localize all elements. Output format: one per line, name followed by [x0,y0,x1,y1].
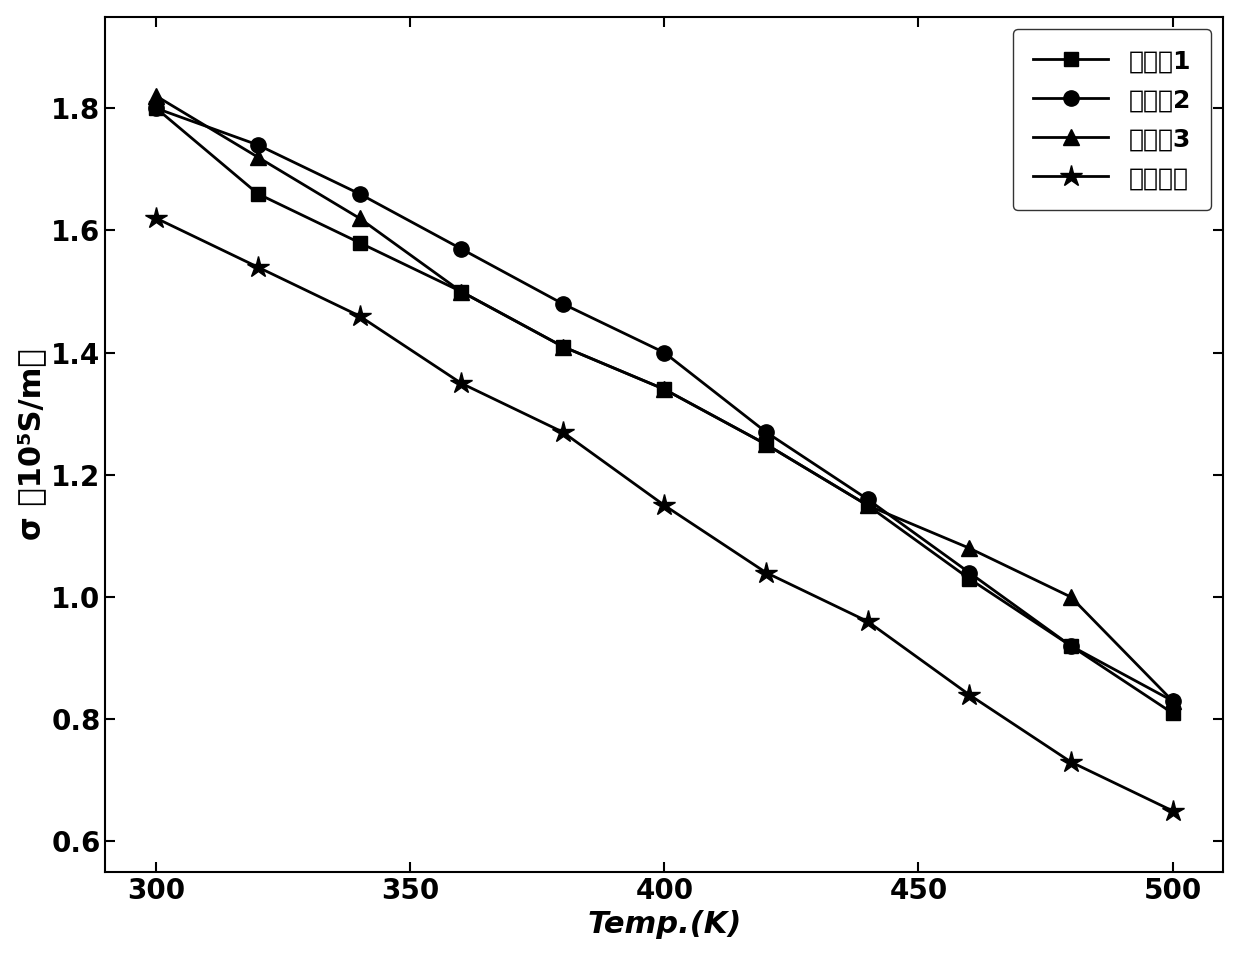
实施例1 [962,573,977,584]
实施例1 [1064,641,1079,652]
实施例1 [149,102,164,114]
对比实例 [861,616,875,627]
实施例3 [861,500,875,511]
对比实例 [657,500,672,511]
实施例2 [1166,695,1180,706]
实施例3 [1166,695,1180,706]
实施例2 [861,493,875,505]
Line: 对比实例: 对比实例 [145,207,1184,822]
实施例3 [962,542,977,554]
实施例2 [250,140,265,151]
实施例1 [352,237,367,249]
实施例3 [759,439,774,450]
对比实例 [1166,805,1180,816]
实施例2 [352,188,367,200]
实施例1 [759,439,774,450]
实施例2 [657,347,672,358]
Legend: 实施例1, 实施例2, 实施例3, 对比实例: 实施例1, 实施例2, 实施例3, 对比实例 [1013,30,1210,210]
实施例1 [556,340,570,352]
对比实例 [1064,756,1079,768]
对比实例 [250,261,265,272]
Line: 实施例2: 实施例2 [149,100,1180,708]
对比实例 [454,378,469,389]
对比实例 [556,426,570,438]
对比实例 [149,212,164,224]
实施例1 [861,500,875,511]
对比实例 [759,567,774,578]
实施例3 [352,212,367,224]
实施例2 [454,243,469,254]
实施例1 [454,286,469,297]
实施例3 [250,151,265,163]
实施例1 [1166,707,1180,719]
实施例2 [556,298,570,310]
实施例2 [759,426,774,438]
实施例2 [962,567,977,578]
Line: 实施例1: 实施例1 [149,101,1179,720]
X-axis label: Temp.(K): Temp.(K) [588,910,742,940]
实施例2 [149,102,164,114]
Y-axis label: σ （10⁵S/m）: σ （10⁵S/m） [16,349,46,540]
实施例2 [1064,641,1079,652]
Line: 实施例3: 实施例3 [149,89,1180,708]
实施例3 [454,286,469,297]
实施例3 [556,340,570,352]
实施例3 [149,91,164,102]
实施例1 [657,383,672,395]
实施例1 [250,188,265,200]
实施例3 [657,383,672,395]
实施例3 [1064,591,1079,602]
对比实例 [962,689,977,701]
对比实例 [352,311,367,322]
